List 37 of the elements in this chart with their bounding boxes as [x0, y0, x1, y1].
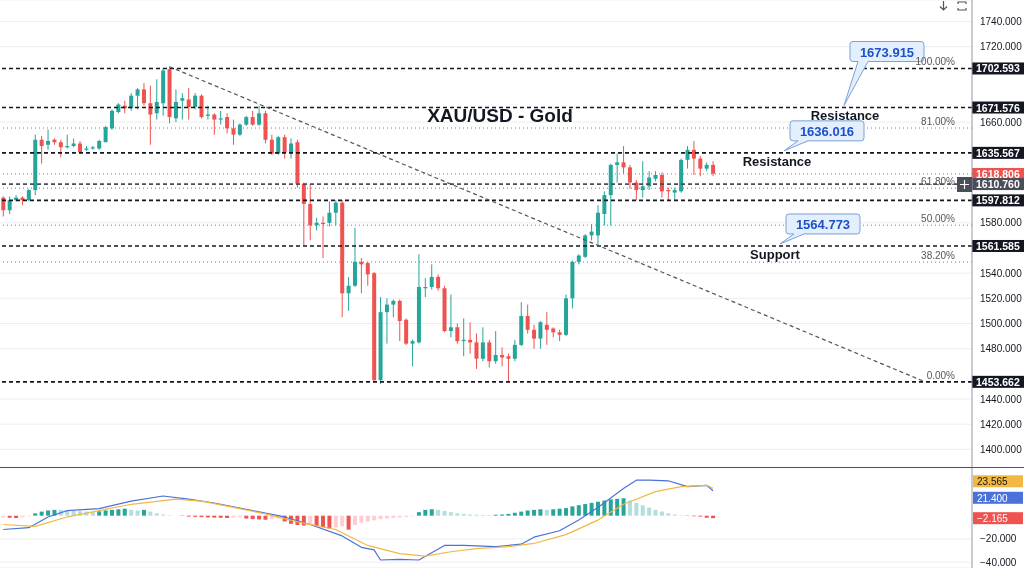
- annotation: 0.00%: [926, 369, 956, 381]
- ref-line-label: 1453.662: [976, 375, 1020, 388]
- annotation: 61.80%: [921, 176, 956, 188]
- y-tick-label: 1520.000: [980, 292, 1023, 304]
- y-tick-label: 1540.000: [980, 267, 1023, 279]
- annotation: Support: [750, 246, 801, 262]
- y-tick-label: 1580.000: [980, 217, 1023, 229]
- ref-line-label: 1702.593: [976, 62, 1020, 75]
- annotation: 50.00%: [921, 213, 956, 225]
- text: 23.565: [977, 476, 1009, 488]
- ref-line-label: 1618.806: [976, 167, 1020, 180]
- y-tick-label: 1720.000: [980, 41, 1023, 53]
- y-tick-label: −40.000: [980, 556, 1017, 568]
- annotation: 38.20%: [921, 250, 956, 262]
- y-tick-label: 1420.000: [980, 418, 1023, 430]
- text: −2.165: [977, 513, 1009, 525]
- y-tick-label: −20.000: [980, 533, 1017, 545]
- ref-line-label: 1597.812: [976, 194, 1020, 207]
- annotation: 1636.016: [799, 123, 855, 139]
- y-tick-label: 1500.000: [980, 318, 1023, 330]
- annotation: Resistance: [810, 107, 880, 123]
- ref-line-label: 1610.760: [976, 178, 1020, 191]
- y-tick-label: 1660.000: [980, 116, 1023, 128]
- y-tick-label: 1480.000: [980, 343, 1023, 355]
- annotation: 1564.773: [795, 216, 851, 232]
- y-tick-label: 1740.000: [980, 15, 1023, 27]
- text: 21.400: [977, 492, 1009, 504]
- annotation: 81.00%: [921, 116, 956, 128]
- y-tick-label: 1440.000: [980, 393, 1023, 405]
- ref-line-label: 1635.567: [976, 146, 1020, 159]
- ref-line-label: 1561.585: [976, 239, 1020, 252]
- annotation: Resistance: [742, 153, 812, 169]
- text: XAU/USD - Gold: [426, 105, 574, 127]
- ref-line-label: 1671.576: [976, 101, 1020, 114]
- y-tick-label: 1400.000: [980, 443, 1023, 455]
- annotation: 100.00%: [915, 56, 956, 68]
- annotation: 1673.915: [859, 44, 915, 60]
